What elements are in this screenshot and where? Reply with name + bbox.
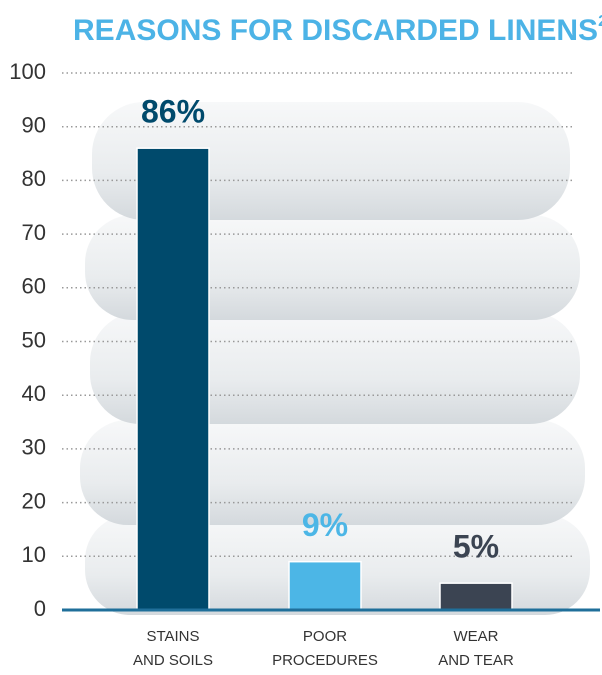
bar (439, 582, 513, 611)
bar (136, 147, 210, 611)
x-tick-label: STAINS (146, 628, 199, 645)
y-tick-label: 40 (22, 381, 46, 406)
chart-title: REASONS FOR DISCARDED LINENS2 (73, 13, 602, 47)
y-tick-label: 100 (9, 59, 46, 84)
value-label: 86% (141, 94, 205, 130)
bar (288, 560, 362, 611)
y-tick-label: 80 (22, 166, 46, 191)
x-tick-label: WEAR (454, 628, 499, 645)
x-tick-label: POOR (303, 628, 347, 645)
value-label: 9% (302, 507, 348, 543)
y-tick-label: 20 (22, 488, 46, 513)
y-tick-label: 90 (22, 113, 46, 138)
y-tick-label: 70 (22, 220, 46, 245)
x-tick-label: PROCEDURES (272, 652, 378, 669)
y-tick-label: 0 (34, 596, 46, 621)
y-tick-label: 60 (22, 274, 46, 299)
y-tick-label: 50 (22, 327, 46, 352)
x-tick-label: AND TEAR (438, 652, 514, 669)
x-tick-label: AND SOILS (133, 652, 213, 669)
value-label: 5% (453, 529, 499, 565)
y-tick-label: 10 (22, 542, 46, 567)
y-tick-label: 30 (22, 435, 46, 460)
